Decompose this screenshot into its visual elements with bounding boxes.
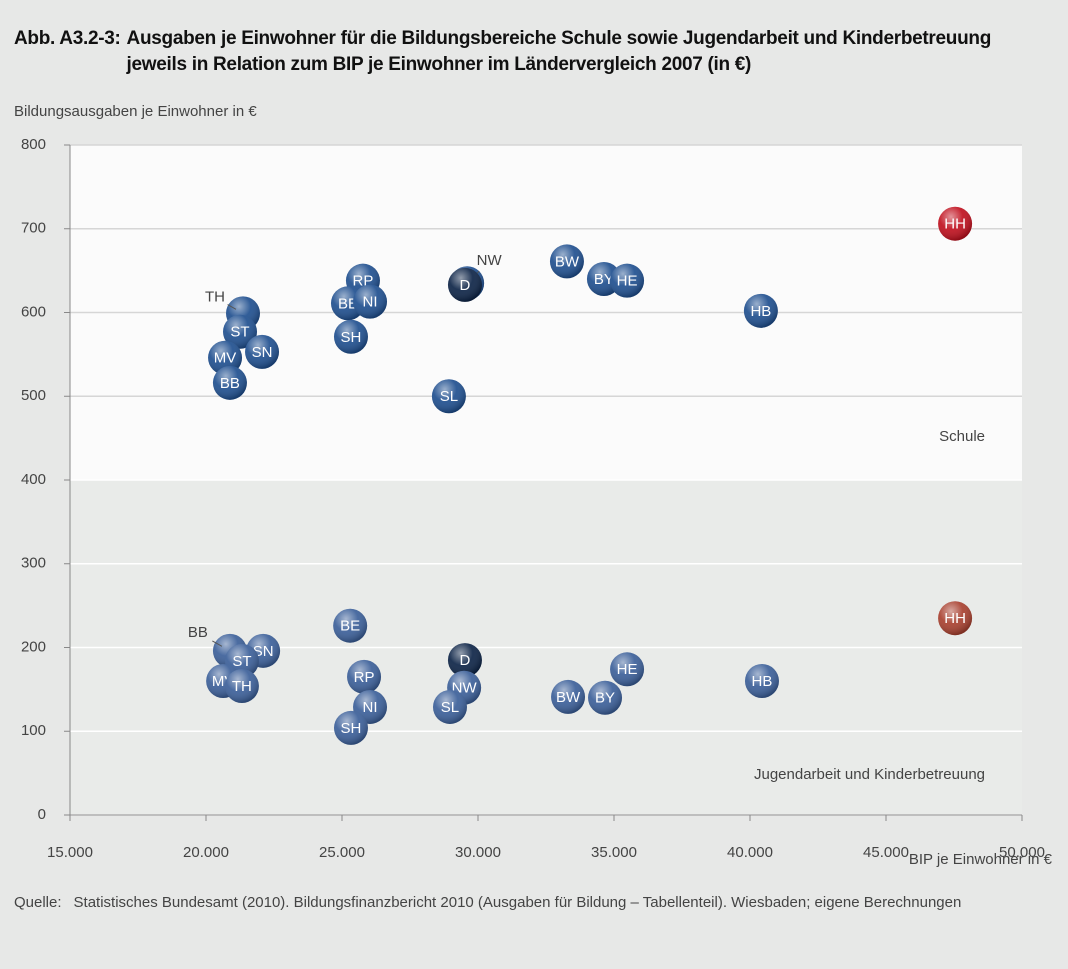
point-shine bbox=[551, 679, 586, 714]
point-label: HE bbox=[617, 661, 638, 678]
series-label: Schule bbox=[939, 428, 985, 445]
point-label: SH bbox=[341, 329, 362, 346]
point-label: D bbox=[460, 652, 471, 669]
x-tick-label: 40.000 bbox=[727, 844, 773, 861]
point-label: TH bbox=[232, 678, 252, 695]
title-block: Abb. A3.2-3: Ausgaben je Einwohner für di… bbox=[14, 26, 1054, 78]
point-label: BY bbox=[594, 271, 614, 288]
chart: Bildungsausgaben je Einwohner in € BIP j… bbox=[14, 103, 1053, 868]
y-tick-label: 700 bbox=[21, 220, 46, 237]
source-text: Statistisches Bundesamt (2010). Bildungs… bbox=[73, 894, 962, 911]
x-tick-label: 45.000 bbox=[863, 844, 909, 861]
point-shine bbox=[245, 334, 280, 369]
x-tick-label: 35.000 bbox=[591, 844, 637, 861]
point-label: BB bbox=[220, 375, 240, 392]
point-shine bbox=[224, 669, 259, 704]
point-shine bbox=[333, 710, 368, 745]
point-shine bbox=[447, 267, 482, 302]
point-label: RP bbox=[354, 669, 375, 686]
point-shine bbox=[743, 293, 778, 328]
point-shine bbox=[353, 284, 388, 319]
point-shine bbox=[212, 365, 247, 400]
point-shine bbox=[347, 659, 382, 694]
point-label: HH bbox=[944, 610, 966, 627]
point-label: BY bbox=[595, 690, 615, 707]
x-tick-label: 30.000 bbox=[455, 844, 501, 861]
point-shine bbox=[208, 340, 243, 375]
x-tick-label: 25.000 bbox=[319, 844, 365, 861]
leader-line bbox=[212, 640, 223, 647]
source: Quelle: Statistisches Bundesamt (2010). B… bbox=[14, 893, 1034, 912]
y-tick-label: 400 bbox=[21, 471, 46, 488]
y-tick-label: 800 bbox=[21, 136, 46, 153]
point-label: HE bbox=[617, 273, 638, 290]
point-shine bbox=[938, 206, 973, 241]
point-shine bbox=[549, 244, 584, 279]
chart-title: Ausgaben je Einwohner für die Bildungsbe… bbox=[126, 28, 992, 75]
point-label: BB bbox=[188, 624, 208, 641]
point-shine bbox=[610, 263, 645, 298]
figure-number: Abb. A3.2-3: bbox=[14, 28, 121, 49]
y-tick-label: 300 bbox=[21, 555, 46, 572]
y-tick-label: 0 bbox=[38, 806, 46, 823]
y-tick-label: 600 bbox=[21, 303, 46, 320]
y-tick-label: 100 bbox=[21, 722, 46, 739]
source-label: Quelle: bbox=[14, 894, 62, 911]
point-shine bbox=[610, 652, 645, 687]
point-shine bbox=[432, 689, 467, 724]
point-label: ST bbox=[232, 653, 251, 670]
x-tick-label: 50.000 bbox=[999, 844, 1045, 861]
point-label: SL bbox=[441, 699, 459, 716]
point-label: ST bbox=[230, 324, 249, 341]
point-label: D bbox=[460, 277, 471, 294]
point-label: NW bbox=[477, 252, 503, 269]
point-label: HH bbox=[944, 216, 966, 233]
point-shine bbox=[447, 643, 482, 678]
x-axis-label: BIP je Einwohner in € bbox=[909, 851, 1053, 868]
y-tick-label: 500 bbox=[21, 387, 46, 404]
point-label: SL bbox=[440, 388, 458, 405]
point-shine bbox=[333, 319, 368, 354]
point-label: BW bbox=[556, 689, 581, 706]
point-label: SN bbox=[252, 344, 273, 361]
point-shine bbox=[333, 608, 368, 643]
series-label: Jugendarbeit und Kinderbetreuung bbox=[754, 766, 985, 783]
point-label: SH bbox=[341, 720, 362, 737]
point-label: TH bbox=[205, 288, 225, 305]
leader-line bbox=[227, 304, 237, 310]
point-label: BW bbox=[555, 253, 580, 270]
y-axis-label: Bildungsausgaben je Einwohner in € bbox=[14, 103, 257, 120]
point-label: NI bbox=[363, 699, 378, 716]
point-shine bbox=[223, 314, 257, 349]
x-tick-label: 15.000 bbox=[47, 844, 93, 861]
point-label: MV bbox=[214, 350, 237, 367]
x-tick-label: 20.000 bbox=[183, 844, 229, 861]
point-label: HB bbox=[750, 303, 771, 320]
y-tick-label: 200 bbox=[21, 638, 46, 655]
point-label: BE bbox=[338, 295, 358, 312]
point-label: NI bbox=[363, 294, 378, 311]
point-shine bbox=[431, 379, 466, 414]
point-shine bbox=[588, 680, 623, 715]
point-shine bbox=[938, 601, 973, 636]
point-label: BE bbox=[340, 618, 360, 635]
point-label: HB bbox=[752, 673, 773, 690]
point-shine bbox=[744, 664, 779, 698]
